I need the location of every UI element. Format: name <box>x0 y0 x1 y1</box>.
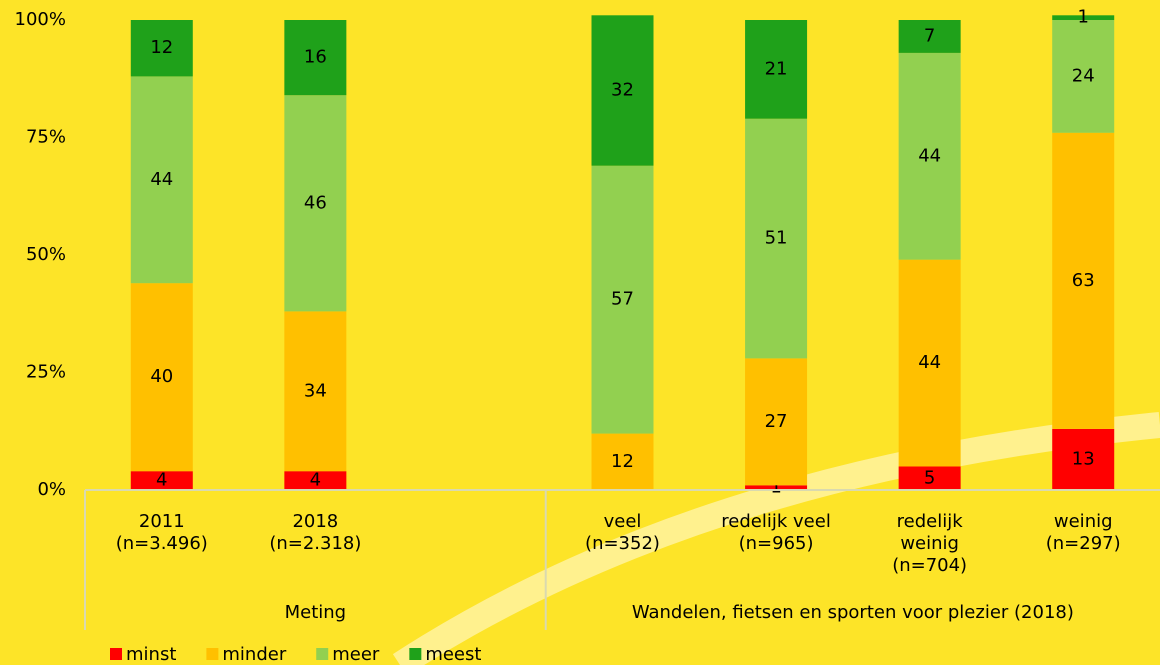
data-label: 51 <box>765 228 788 249</box>
data-label: 1 <box>1077 7 1088 28</box>
y-tick-label: 50% <box>26 244 66 265</box>
data-label: 46 <box>304 192 327 213</box>
legend-swatch <box>316 648 328 660</box>
x-tick-label: (n=2.318) <box>269 533 361 554</box>
x-tick-label: redelijk <box>897 511 964 532</box>
legend-swatch <box>409 648 421 660</box>
data-label: 40 <box>150 366 173 387</box>
legend-label: meer <box>332 644 380 665</box>
x-tick-label: (n=965) <box>739 533 814 554</box>
data-label: 44 <box>918 145 941 166</box>
data-label: 34 <box>304 380 327 401</box>
y-tick-label: 0% <box>37 479 66 500</box>
group-label: Meting <box>285 602 347 623</box>
y-tick-label: 100% <box>15 9 66 30</box>
x-tick-label: veel <box>604 511 642 532</box>
data-label: 16 <box>304 47 327 68</box>
y-tick-label: 25% <box>26 362 66 383</box>
data-label: 4 <box>156 470 167 491</box>
data-label: 63 <box>1072 270 1095 291</box>
data-label: 12 <box>150 37 173 58</box>
x-tick-label: weinig <box>1054 511 1113 532</box>
data-label: 21 <box>765 58 788 79</box>
data-label: 4 <box>310 470 321 491</box>
legend-label: minst <box>126 644 176 665</box>
data-label: 57 <box>611 289 634 310</box>
legend-swatch <box>110 648 122 660</box>
data-label: 5 <box>924 467 935 488</box>
x-tick-label: 2011 <box>139 511 185 532</box>
legend-swatch <box>206 648 218 660</box>
data-label: 32 <box>611 80 634 101</box>
x-tick-label: (n=352) <box>585 533 660 554</box>
x-tick-label: redelijk veel <box>721 511 831 532</box>
x-tick-label: (n=704) <box>892 555 967 576</box>
x-tick-label: weinig <box>900 533 959 554</box>
data-label: 24 <box>1072 65 1095 86</box>
data-label: 27 <box>765 411 788 432</box>
data-label: 44 <box>918 352 941 373</box>
data-label: 12 <box>611 451 634 472</box>
legend-label: minder <box>222 644 286 665</box>
x-tick-label: (n=297) <box>1046 533 1121 554</box>
legend-label: meest <box>425 644 481 665</box>
y-tick-label: 75% <box>26 127 66 148</box>
data-label: 13 <box>1072 448 1095 469</box>
group-label: Wandelen, fietsen en sporten voor plezie… <box>632 602 1074 623</box>
x-tick-label: 2018 <box>292 511 338 532</box>
chart: 0%25%50%75%100%2011(n=3.496)44044122018(… <box>0 0 1160 665</box>
x-tick-label: (n=3.496) <box>116 533 208 554</box>
data-label: 44 <box>150 169 173 190</box>
data-label: 7 <box>924 25 935 46</box>
